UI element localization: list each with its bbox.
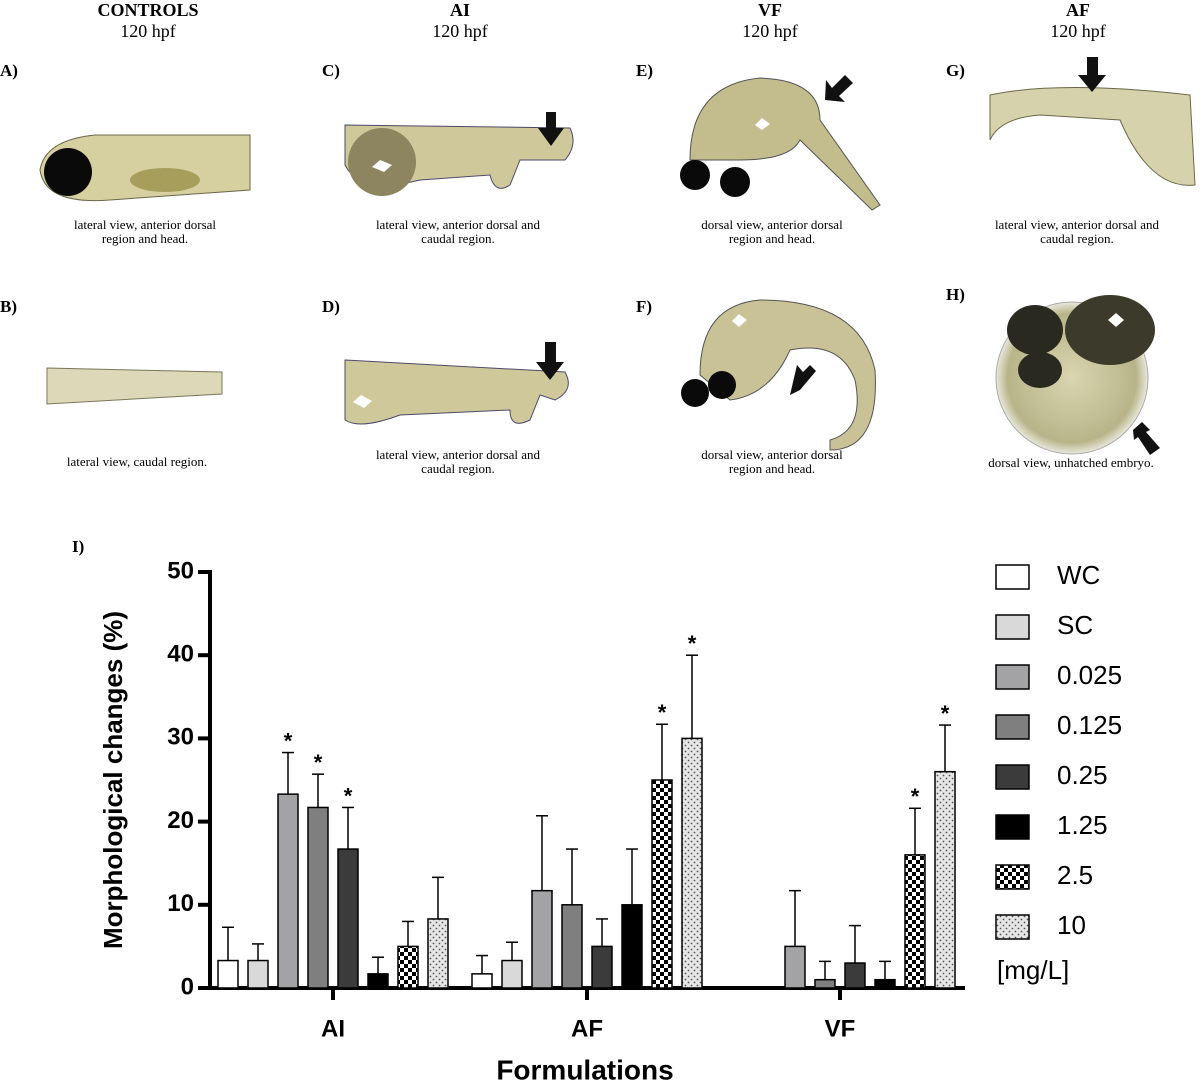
caption: region and head.	[729, 231, 815, 246]
caption: dorsal view, anterior dorsal	[701, 217, 843, 232]
significance: *	[314, 750, 323, 775]
caption: caudal region.	[421, 461, 495, 476]
panel-label: B)	[0, 297, 17, 316]
y-tick-label: 40	[167, 641, 194, 668]
panel-label: E)	[636, 61, 653, 80]
y-tick-label: 30	[167, 724, 194, 751]
bar	[247, 959, 269, 989]
panel-label: A)	[0, 61, 18, 80]
significance: *	[658, 700, 667, 725]
bar	[934, 770, 956, 989]
legend-swatch	[995, 814, 1030, 840]
bar	[501, 959, 523, 989]
legend-label: 1.25	[1057, 810, 1108, 840]
caption: caudal region.	[1040, 231, 1114, 246]
panel-label: F)	[636, 297, 652, 316]
bar	[874, 978, 896, 989]
caption: region and head.	[102, 231, 188, 246]
significance: *	[941, 701, 950, 726]
legend-swatch	[995, 664, 1030, 690]
legend-swatch	[995, 764, 1030, 790]
legend-label: SC	[1057, 610, 1093, 640]
legend-label: 0.125	[1057, 710, 1122, 740]
legend-title: [mg/L]	[997, 955, 1069, 985]
bar	[621, 904, 643, 989]
caption: region and head.	[729, 461, 815, 476]
panel-label: H)	[946, 285, 965, 304]
legend-swatch	[995, 614, 1030, 640]
y-tick-label: 10	[167, 890, 194, 917]
caption: caudal region.	[421, 231, 495, 246]
column-subtitle: 120 hpf	[432, 21, 488, 41]
caption: lateral view, caudal region.	[67, 454, 207, 469]
column-title: AF	[1066, 0, 1090, 20]
bar	[591, 945, 613, 989]
legend-swatch	[995, 864, 1030, 890]
bar	[367, 973, 389, 989]
bar	[307, 806, 329, 989]
bar	[681, 737, 703, 989]
column-subtitle: 120 hpf	[120, 21, 176, 41]
y-tick-label: 0	[181, 973, 194, 1000]
bar	[217, 959, 239, 989]
panel-label: I)	[72, 537, 84, 556]
legend-label: 0.25	[1057, 760, 1108, 790]
x-tick-label: VF	[825, 1015, 856, 1042]
bar	[561, 904, 583, 989]
panel-label: D)	[322, 297, 340, 316]
column-title: AI	[450, 0, 470, 20]
column-title: VF	[758, 0, 782, 20]
x-axis-title: Formulations	[496, 1054, 673, 1085]
panel-label: G)	[946, 61, 965, 80]
significance: *	[688, 631, 697, 656]
bar	[904, 854, 926, 989]
significance: *	[284, 728, 293, 753]
bar	[397, 945, 419, 989]
panel-label: C)	[322, 61, 340, 80]
bar	[814, 978, 836, 989]
caption: lateral view, anterior dorsal and	[995, 217, 1160, 232]
legend-label: 10	[1057, 910, 1086, 940]
bar	[531, 889, 553, 989]
x-tick-label: AI	[321, 1015, 345, 1042]
bar	[651, 779, 673, 989]
significance: *	[911, 784, 920, 809]
legend-label: 2.5	[1057, 860, 1093, 890]
caption: lateral view, anterior dorsal and	[376, 447, 541, 462]
caption: lateral view, anterior dorsal	[74, 217, 216, 232]
caption: dorsal view, anterior dorsal	[701, 447, 843, 462]
bar	[427, 918, 449, 989]
legend-label: WC	[1057, 560, 1100, 590]
legend-label: 0.025	[1057, 660, 1122, 690]
caption: dorsal view, unhatched embryo.	[988, 455, 1154, 470]
bar	[844, 962, 866, 989]
column-subtitle: 120 hpf	[742, 21, 798, 41]
bar	[277, 793, 299, 989]
column-title: CONTROLS	[97, 0, 198, 20]
caption: lateral view, anterior dorsal and	[376, 217, 541, 232]
significance: *	[344, 783, 353, 808]
y-axis-title: Morphological changes (%)	[98, 611, 128, 949]
y-tick-label: 20	[167, 807, 194, 834]
x-tick-label: AF	[571, 1015, 603, 1042]
column-subtitle: 120 hpf	[1050, 21, 1106, 41]
bar	[337, 848, 359, 989]
legend-swatch	[995, 714, 1030, 740]
bar	[471, 973, 493, 989]
legend-swatch	[995, 564, 1030, 590]
bar	[784, 945, 806, 989]
legend-swatch	[995, 914, 1030, 940]
y-tick-label: 50	[167, 557, 194, 584]
micrographs	[39, 57, 1196, 455]
